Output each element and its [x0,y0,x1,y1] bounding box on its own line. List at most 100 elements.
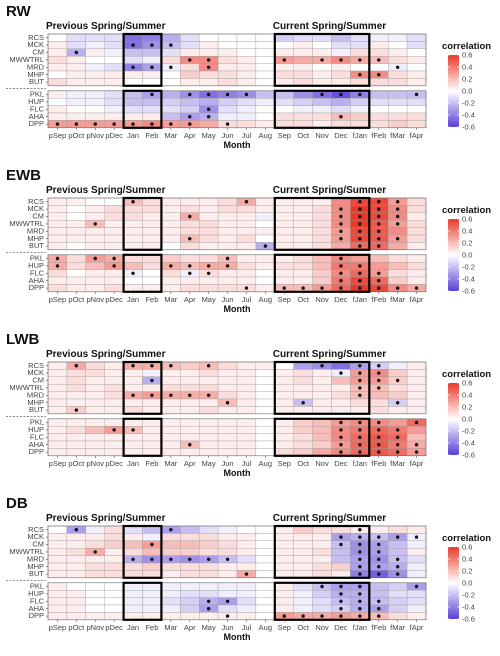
heatmap-cell [312,48,332,57]
significance-dot [150,43,154,47]
heatmap-cell [142,220,162,228]
heatmap-cell [85,227,105,236]
heatmap-cell [47,112,68,121]
x-tick-label: pDec [105,295,123,304]
heatmap-cell [293,98,313,106]
heatmap-cell [123,398,143,407]
heatmap-cell [217,391,238,400]
heatmap-cell [66,426,86,434]
row-label: RCS [28,525,44,534]
significance-dot [395,214,400,219]
heatmap-cell [236,582,257,591]
heatmap-cell [123,612,143,620]
heatmap-cell [255,197,275,206]
heatmap-cell [142,105,162,114]
significance-dot [320,614,324,618]
heatmap-cell [104,70,124,79]
heatmap-cell [274,70,294,79]
heatmap-cell [161,548,181,556]
heatmap-cell [104,570,124,578]
significance-dot [225,401,230,405]
heatmap-cell [47,433,68,442]
significance-dot [358,607,362,611]
heatmap-cell [199,376,219,385]
heatmap-cell [47,90,68,99]
heatmap-cell [104,398,124,407]
heatmap-cell [66,384,86,392]
x-tick-label: Apr [184,131,196,140]
heatmap-cell [406,562,427,571]
heatmap-cell [142,406,162,414]
heatmap-cell [47,269,68,278]
heatmap-cell [331,105,351,114]
heatmap-cell [312,391,332,400]
significance-dot [282,58,286,62]
row-label: CM [32,540,44,549]
legend-tick-label: 0.4 [462,63,472,72]
heatmap-cell [47,418,68,427]
heatmap-cell [388,56,408,64]
heatmap-cell [47,384,68,392]
group-frame [47,90,427,129]
significance-dot [112,264,116,268]
heatmap-cell [369,105,389,114]
significance-dot [188,92,192,97]
heatmap-cell [312,426,332,434]
significance-dot [377,73,381,77]
heatmap-cell [369,590,389,598]
heatmap-cell [66,262,86,270]
heatmap-cell [369,63,389,72]
significance-dot [169,122,173,126]
significance-dot [358,550,362,554]
x-tick-label: Aug [259,295,272,304]
heatmap-cell [199,227,219,236]
heatmap-cell [406,205,427,213]
significance-dot [395,443,400,447]
significance-dot [339,92,343,97]
heatmap-cell [161,227,181,236]
heatmap-cell [293,433,313,442]
heatmap-cell [199,590,219,598]
heatmap-cell [274,604,294,613]
heatmap-cell [293,227,313,236]
heatmap-cell [217,276,238,285]
heatmap-cell [236,391,257,400]
significance-dot [225,92,230,97]
heatmap-cell [293,254,313,263]
heatmap-cell [312,212,332,221]
heatmap-cell [142,604,162,613]
heatmap-cell [161,440,181,449]
heatmap-cell [142,448,162,456]
heatmap-cell [293,105,313,114]
season-box-previous [122,89,163,129]
heatmap-cell [274,376,294,385]
x-tick-label: Feb [145,131,158,140]
heatmap-cell [255,78,275,86]
significance-dot [377,572,381,576]
significance-dot [339,607,343,611]
heatmap-cell [104,369,124,377]
heatmap-cell [406,269,427,278]
significance-dot [339,599,343,603]
season-box-previous [122,196,163,251]
heatmap-cell [293,276,313,285]
heatmap-cell [47,48,68,57]
heatmap-cell [85,433,105,442]
row-label: HUP [28,589,44,598]
heatmap-cell [217,448,238,456]
heatmap-cell [217,418,238,427]
heatmap-cell [85,426,105,434]
row-label: BUT [29,405,44,414]
heatmap-cell [331,48,351,57]
heatmap-cell [180,398,200,407]
heatmap-cell [161,406,181,414]
significance-dot [395,286,400,290]
heatmap-cell [388,384,408,392]
heatmap-cell [217,440,238,449]
heatmap-cell [217,242,238,250]
significance-dot [206,607,211,611]
heatmap-cell [255,398,275,407]
heatmap-cell [293,41,313,49]
heatmap-cell [85,398,105,407]
